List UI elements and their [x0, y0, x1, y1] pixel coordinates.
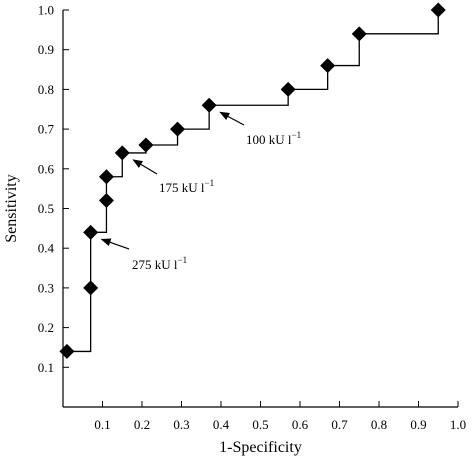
data-point-marker	[201, 97, 217, 113]
x-tick-label: 0.5	[252, 417, 268, 432]
y-tick-label: 0.5	[38, 201, 54, 216]
data-point-marker	[170, 121, 186, 137]
y-tick-label: 0.9	[38, 42, 54, 57]
x-tick-label: 0.9	[410, 417, 426, 432]
annotation-label: 100 kU l−1	[246, 130, 301, 147]
x-tick-label: 0.3	[173, 417, 189, 432]
data-point-marker	[83, 224, 99, 240]
y-tick-label: 0.6	[38, 161, 55, 176]
data-point-marker	[351, 26, 367, 42]
y-tick-label: 0.7	[38, 122, 55, 137]
y-tick-label: 0.2	[38, 320, 54, 335]
x-tick-label: 0.7	[331, 417, 348, 432]
annotation-arrow	[219, 111, 245, 126]
data-markers	[59, 2, 446, 359]
y-axis-title: Sensitivity	[3, 174, 20, 242]
x-tick-label: 0.8	[371, 417, 387, 432]
roc-step-line	[66, 10, 439, 353]
x-tick-label: 1.0	[450, 417, 466, 432]
data-point-marker	[59, 343, 75, 359]
roc-step-path	[66, 10, 439, 353]
axes: 0.1 0.2 0.3 0.4 0.5 0.6 0.7 0.8 0.9 1.0 0.1 0.2 0.3 0…	[38, 3, 466, 433]
y-tick-label: 0.4	[38, 241, 55, 256]
annotation-arrow	[100, 238, 130, 250]
data-point-marker	[138, 137, 154, 153]
y-tick-label: 0.8	[38, 82, 54, 97]
annotation-label: 275 kU l−1	[132, 255, 187, 272]
data-point-marker	[280, 81, 296, 97]
data-point-marker	[83, 280, 99, 296]
annotation-label: 175 kU l−1	[159, 178, 214, 195]
data-point-marker	[430, 2, 446, 18]
data-point-marker	[98, 193, 114, 209]
data-point-marker	[98, 169, 114, 185]
x-tick-label: 0.2	[134, 417, 150, 432]
y-tick-label: 0.1	[38, 360, 54, 375]
y-tick-label: 1.0	[38, 3, 54, 18]
x-tick-label: 0.4	[213, 417, 230, 432]
annotations: 100 kU l−1 175 kU l−1 275 kU l−1	[100, 111, 301, 272]
data-point-marker	[114, 145, 130, 161]
x-tick-label: 0.6	[292, 417, 309, 432]
data-point-marker	[320, 58, 336, 74]
x-tick-label: 0.1	[94, 417, 110, 432]
annotation-arrow	[132, 159, 158, 175]
y-tick-label: 0.3	[38, 280, 54, 295]
x-axis-title: 1-Specificity	[219, 439, 302, 456]
